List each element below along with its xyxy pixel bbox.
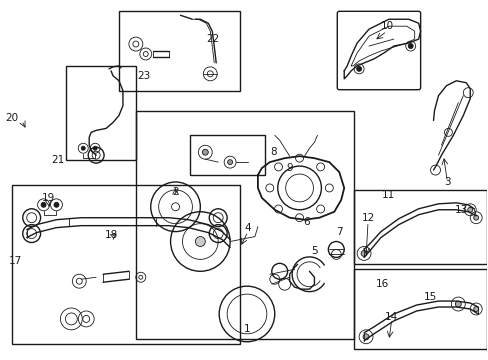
Text: 16: 16 bbox=[376, 279, 389, 289]
Bar bbox=[136, 111, 353, 339]
Bar bbox=[12, 185, 240, 344]
Circle shape bbox=[54, 202, 59, 207]
Bar bbox=[66, 66, 136, 160]
Circle shape bbox=[93, 146, 97, 150]
Text: 5: 5 bbox=[310, 247, 317, 256]
Text: 10: 10 bbox=[380, 21, 393, 31]
Circle shape bbox=[407, 44, 412, 49]
Text: 14: 14 bbox=[385, 312, 398, 322]
Text: 20: 20 bbox=[5, 113, 19, 123]
Text: 12: 12 bbox=[361, 213, 374, 223]
Circle shape bbox=[473, 215, 478, 220]
Text: 4: 4 bbox=[244, 222, 251, 233]
Text: 9: 9 bbox=[286, 163, 292, 173]
Circle shape bbox=[356, 66, 361, 71]
Bar bbox=[353, 190, 486, 264]
Text: 8: 8 bbox=[270, 147, 277, 157]
Text: 22: 22 bbox=[206, 34, 220, 44]
Text: 1: 1 bbox=[243, 324, 250, 334]
Text: 21: 21 bbox=[51, 155, 64, 165]
Circle shape bbox=[227, 159, 232, 165]
Bar bbox=[119, 11, 240, 91]
Text: 7: 7 bbox=[335, 226, 342, 237]
Text: 2: 2 bbox=[172, 187, 179, 197]
Circle shape bbox=[360, 251, 366, 256]
Text: 11: 11 bbox=[382, 190, 395, 200]
Circle shape bbox=[195, 237, 205, 247]
Circle shape bbox=[467, 207, 472, 212]
Circle shape bbox=[454, 301, 460, 307]
Text: 18: 18 bbox=[104, 230, 118, 239]
Bar bbox=[190, 135, 264, 175]
Circle shape bbox=[81, 146, 85, 150]
Text: 3: 3 bbox=[443, 177, 450, 187]
Circle shape bbox=[202, 149, 208, 155]
Text: 19: 19 bbox=[42, 193, 55, 203]
Text: 15: 15 bbox=[423, 292, 436, 302]
Text: 17: 17 bbox=[9, 256, 22, 266]
Bar bbox=[353, 269, 486, 349]
Text: 13: 13 bbox=[454, 205, 467, 215]
Text: 23: 23 bbox=[137, 71, 150, 81]
Circle shape bbox=[41, 202, 46, 207]
Circle shape bbox=[362, 334, 368, 340]
Text: 6: 6 bbox=[303, 217, 309, 227]
Circle shape bbox=[473, 306, 478, 311]
